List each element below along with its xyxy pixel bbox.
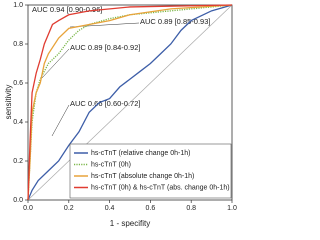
x-tick-label: 0.4 <box>105 205 115 212</box>
annotation: AUC 0.66 [0.60-0.72] <box>70 99 140 108</box>
x-tick-label: 0.0 <box>23 205 33 212</box>
roc-curve <box>27 4 233 201</box>
plot-frame <box>27 4 233 201</box>
roc-curve <box>27 4 233 201</box>
leader-line <box>41 48 70 79</box>
leader-line <box>51 104 70 137</box>
legend-label: hs-cTnT (relative change 0h-1h) <box>91 150 190 157</box>
legend-label: hs-cTnT (0h) & hs-cTnT (abs. change 0h-1… <box>91 184 230 191</box>
roc-curve <box>27 4 233 201</box>
legend-label: hs-cTnT (0h) <box>91 161 131 168</box>
y-axis-label: sensitivity <box>4 85 13 120</box>
y-tick-label: 0.2 <box>13 158 23 165</box>
annotation: AUC 0.89 [0.84-0.92] <box>70 43 140 52</box>
annotation: AUC 0.89 [0.85-0.93] <box>140 17 210 26</box>
y-tick-label: 0.4 <box>13 119 23 126</box>
legend-label: hs-cTnT (absolute change 0h-1h) <box>91 173 194 180</box>
y-tick-label: 0.6 <box>13 80 23 87</box>
x-tick-label: 1.0 <box>227 205 237 212</box>
annotation: AUC 0.94 [0.90-0.96] <box>32 5 102 14</box>
legend <box>69 143 232 199</box>
y-tick-label: 0.8 <box>13 41 23 48</box>
x-axis-label: 1 - specifity <box>110 219 150 228</box>
y-tick-label: 1.0 <box>13 2 23 9</box>
x-tick-label: 0.8 <box>186 205 196 212</box>
x-tick-label: 0.2 <box>64 205 74 212</box>
chart: 1 - specifity sensitivity AUC 0.94 [0.90… <box>4 2 237 228</box>
x-tick-label: 0.6 <box>146 205 156 212</box>
y-tick-label: 0.0 <box>13 197 23 204</box>
reference-diagonal <box>27 4 233 201</box>
